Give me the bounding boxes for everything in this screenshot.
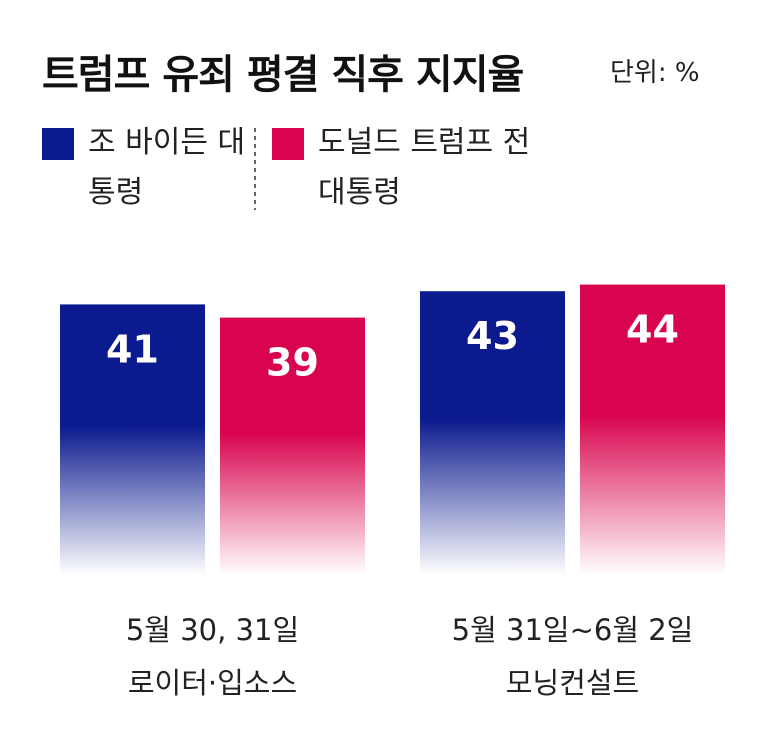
bar	[220, 317, 365, 575]
legend-swatch	[272, 128, 304, 160]
legend-swatch	[42, 128, 74, 160]
bar	[420, 291, 565, 575]
x-tick-label: 5월 30, 31일	[126, 613, 299, 647]
legend-label: 도널드 트럼프 전 대통령	[318, 125, 531, 210]
data-label: 39	[266, 341, 319, 385]
x-tick-label: 5월 31일~6월 2일	[452, 613, 694, 647]
x-tick-sublabel: 모닝컨설트	[506, 666, 639, 700]
data-label: 41	[106, 327, 159, 371]
bar	[580, 284, 725, 575]
data-label: 44	[626, 308, 679, 352]
bar	[60, 304, 205, 575]
chart-title: 트럼프 유죄 평결 직후 지지율	[42, 52, 524, 98]
data-label: 43	[466, 314, 519, 358]
x-tick-sublabel: 로이터·입소스	[128, 666, 297, 700]
legend-label: 조 바이든 대통령	[88, 125, 246, 210]
unit-label: 단위: %	[610, 58, 700, 88]
